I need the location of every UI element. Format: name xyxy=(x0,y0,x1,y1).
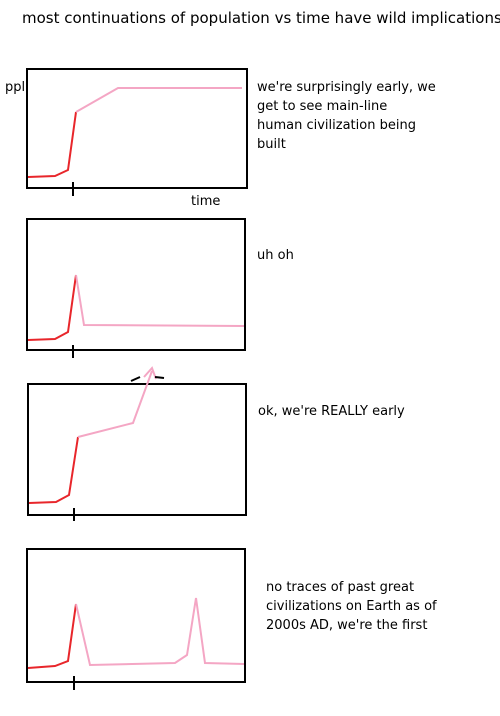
x-axis-label: time xyxy=(191,194,221,209)
page-title: most continuations of population vs time… xyxy=(22,9,500,27)
frame-break-mark xyxy=(154,376,165,379)
caption-4: no traces of past great civilizations on… xyxy=(266,580,437,633)
chart-panel-4 xyxy=(26,548,246,690)
chart-panel-2 xyxy=(26,218,246,358)
future-population-line xyxy=(75,87,242,113)
arrowhead xyxy=(143,366,157,380)
future-population-line xyxy=(75,274,245,327)
panel-frame xyxy=(26,548,246,683)
caption-2: uh oh xyxy=(257,248,294,263)
future-population-line xyxy=(75,597,245,667)
past-population-line xyxy=(27,274,77,341)
panel-frame xyxy=(26,218,246,351)
panel-frame xyxy=(27,383,247,516)
past-population-line xyxy=(28,436,79,504)
past-population-line xyxy=(27,111,77,178)
frame-break-mark xyxy=(130,376,141,382)
chart-panel-3 xyxy=(27,366,247,521)
caption-3: ok, we're REALLY early xyxy=(258,404,405,419)
chart-panel-1 xyxy=(26,68,248,196)
future-population-line xyxy=(77,370,153,438)
caption-1: we're surprisingly early, we get to see … xyxy=(257,80,436,152)
panel-frame xyxy=(26,68,248,189)
y-axis-label: ppl xyxy=(5,80,26,95)
past-population-line xyxy=(27,603,77,669)
